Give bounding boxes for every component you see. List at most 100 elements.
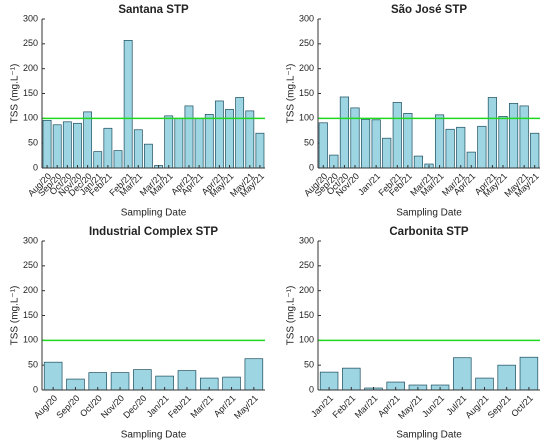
- x-tick-label: Nov/20: [99, 393, 126, 420]
- y-tick-label: 300: [23, 13, 38, 23]
- x-tick-label: Aug/20: [32, 393, 59, 420]
- y-tick-label: 100: [23, 335, 38, 345]
- y-tick-label: 100: [299, 113, 314, 123]
- x-tick-label: Aug/21: [463, 393, 490, 420]
- x-tick-label: Dec/20: [121, 393, 148, 420]
- bar: [382, 137, 392, 169]
- x-tick-label: Sep/20: [54, 393, 81, 420]
- bar: [255, 132, 265, 169]
- y-tick-label: 200: [23, 63, 38, 73]
- bar: [498, 115, 508, 169]
- bar: [113, 150, 123, 169]
- chart-title: São José STP: [391, 4, 467, 16]
- y-tick-label: 150: [299, 88, 314, 98]
- x-tick-label: Jan/21: [145, 393, 171, 419]
- bar: [519, 356, 539, 391]
- bar: [194, 117, 204, 169]
- bar: [350, 107, 360, 169]
- bar: [339, 96, 350, 169]
- x-axis-label: Sampling Date: [121, 430, 187, 441]
- x-tick-label: Mar/21: [353, 393, 380, 420]
- x-axis-label: Sampling Date: [396, 430, 462, 441]
- bar: [453, 357, 472, 391]
- bar: [413, 155, 424, 169]
- bar: [204, 114, 214, 169]
- bar: [508, 103, 519, 169]
- bar: [392, 102, 402, 169]
- bar: [403, 113, 413, 169]
- bar: [371, 119, 381, 169]
- x-tick-label: Feb/21: [166, 393, 193, 420]
- y-axis-label: TSS (mg.L⁻¹): [286, 64, 297, 124]
- x-axis-label: Sampling Date: [396, 208, 462, 219]
- chart-title: Carbonita STP: [389, 226, 469, 238]
- bar: [519, 105, 529, 169]
- y-tick-label: 250: [299, 260, 314, 270]
- bar: [144, 143, 153, 169]
- x-tick-label: May/21: [232, 393, 260, 421]
- x-tick-label: Oct/21: [509, 393, 535, 419]
- y-axis-label: TSS (mg.L⁻¹): [286, 286, 297, 346]
- x-tick-label: Jan/21: [309, 393, 335, 419]
- y-tick-label: 50: [304, 360, 314, 370]
- bar: [184, 105, 194, 169]
- y-axis-label: TSS (mg.L⁻¹): [10, 286, 21, 346]
- bar: [445, 128, 455, 169]
- bar: [318, 122, 328, 169]
- y-tick-label: 300: [299, 13, 314, 23]
- chart-title: Industrial Complex STP: [89, 226, 218, 238]
- bar: [42, 119, 52, 169]
- chart-title: Santana STP: [118, 4, 189, 16]
- y-tick-label: 150: [23, 310, 38, 320]
- y-tick-label: 150: [23, 88, 38, 98]
- y-tick-label: 100: [299, 335, 314, 345]
- y-tick-label: 200: [299, 285, 314, 295]
- bar: [103, 127, 113, 169]
- y-tick-label: 300: [299, 235, 314, 245]
- bar: [83, 111, 93, 169]
- bar: [360, 118, 371, 169]
- y-tick-label: 0: [309, 384, 314, 394]
- y-tick-label: 50: [28, 138, 38, 148]
- bar: [164, 115, 174, 169]
- x-tick-label: Mar/21: [188, 393, 215, 420]
- y-tick-label: 50: [28, 360, 38, 370]
- y-tick-label: 200: [23, 285, 38, 295]
- y-tick-label: 200: [299, 63, 314, 73]
- bar: [487, 97, 498, 169]
- bar: [73, 122, 82, 169]
- bar: [123, 40, 133, 169]
- bar: [214, 100, 224, 169]
- y-tick-label: 250: [23, 38, 38, 48]
- x-tick-label: Feb/21: [331, 393, 358, 420]
- y-tick-label: 250: [23, 260, 38, 270]
- y-tick-label: 0: [309, 162, 314, 172]
- y-tick-label: 150: [299, 310, 314, 320]
- bar: [434, 114, 445, 169]
- bar: [52, 124, 62, 169]
- bar: [477, 125, 487, 169]
- bar: [43, 361, 63, 391]
- bar: [62, 121, 72, 169]
- x-axis-label: Sampling Date: [121, 208, 187, 219]
- y-tick-label: 250: [299, 38, 314, 48]
- bar: [497, 364, 516, 391]
- x-tick-label: Jun/21: [420, 393, 446, 419]
- bar: [530, 132, 540, 169]
- x-tick-label: Sep/21: [486, 393, 513, 420]
- bar: [235, 97, 245, 169]
- bar: [342, 367, 361, 391]
- bar: [456, 126, 466, 169]
- bar: [133, 129, 143, 169]
- x-tick-label: May/21: [396, 393, 424, 421]
- y-tick-label: 0: [33, 384, 38, 394]
- bar: [245, 110, 255, 169]
- y-tick-label: 50: [304, 138, 314, 148]
- bar: [133, 369, 152, 391]
- y-axis-label: TSS (mg.L⁻¹): [10, 64, 21, 124]
- y-tick-label: 300: [23, 235, 38, 245]
- bar: [174, 117, 184, 169]
- y-tick-label: 0: [33, 162, 38, 172]
- bar: [244, 358, 264, 391]
